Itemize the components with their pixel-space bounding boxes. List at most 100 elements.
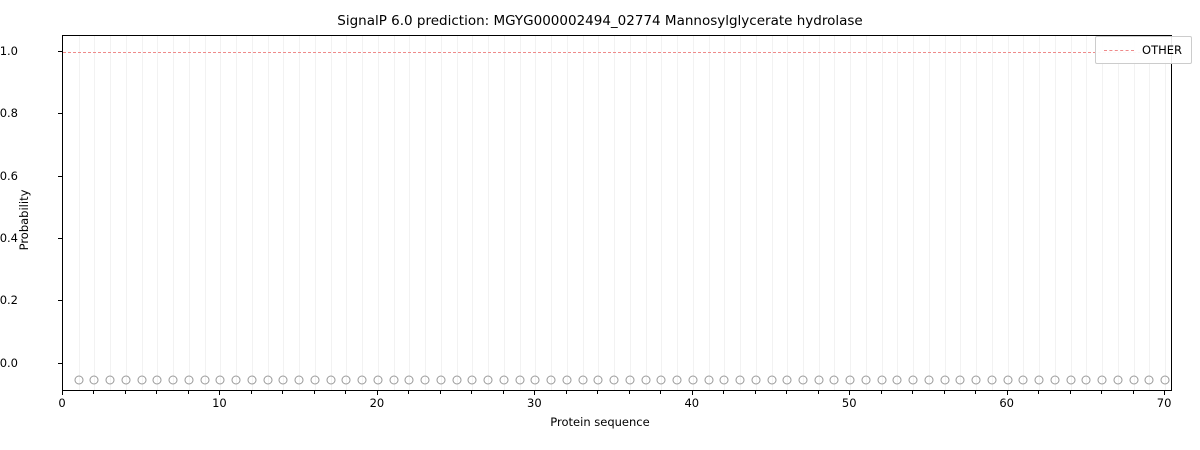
residue-marker bbox=[987, 375, 997, 384]
x-tick-minor bbox=[565, 391, 567, 394]
residue-marker bbox=[310, 375, 320, 384]
gridline bbox=[188, 36, 190, 390]
residue-marker bbox=[892, 375, 902, 384]
x-tick-minor bbox=[754, 391, 756, 394]
x-tick-minor bbox=[471, 391, 473, 394]
gridline bbox=[724, 36, 726, 390]
y-tick-mark bbox=[58, 50, 62, 52]
x-tick-minor bbox=[628, 391, 630, 394]
x-tick-mark bbox=[1164, 391, 1166, 395]
residue-marker bbox=[74, 375, 84, 384]
residue-marker bbox=[105, 375, 115, 384]
gridline bbox=[362, 36, 364, 390]
residue-marker bbox=[1018, 375, 1028, 384]
residue-marker bbox=[940, 375, 950, 384]
series-line-other bbox=[63, 51, 1171, 53]
gridline bbox=[787, 36, 789, 390]
gridline bbox=[173, 36, 175, 390]
y-tick-label: 0.4 bbox=[0, 230, 18, 245]
x-tick-label: 30 bbox=[527, 396, 542, 410]
x-tick-minor bbox=[975, 391, 977, 394]
gridline bbox=[834, 36, 836, 390]
x-tick-minor bbox=[1101, 391, 1103, 394]
y-tick-label: 0.0 bbox=[0, 355, 18, 370]
gridline bbox=[267, 36, 269, 390]
x-tick-minor bbox=[1038, 391, 1040, 394]
residue-marker bbox=[1034, 375, 1044, 384]
gridline bbox=[1086, 36, 1088, 390]
x-tick-minor bbox=[345, 391, 347, 394]
residue-marker bbox=[562, 375, 572, 384]
x-tick-label: 0 bbox=[58, 396, 66, 410]
x-tick-mark bbox=[1006, 391, 1008, 395]
y-tick-label: 0.2 bbox=[0, 293, 18, 308]
residue-marker bbox=[751, 375, 761, 384]
residue-marker bbox=[861, 375, 871, 384]
gridline bbox=[1133, 36, 1135, 390]
residue-marker bbox=[593, 375, 603, 384]
gridline bbox=[456, 36, 458, 390]
x-tick-minor bbox=[1132, 391, 1134, 394]
residue-marker bbox=[499, 375, 509, 384]
residue-marker bbox=[530, 375, 540, 384]
gridline bbox=[991, 36, 993, 390]
y-tick-label: 1.0 bbox=[0, 43, 18, 58]
residue-marker bbox=[735, 375, 745, 384]
gridline bbox=[629, 36, 631, 390]
residue-marker bbox=[357, 375, 367, 384]
gridline bbox=[204, 36, 206, 390]
x-tick-minor bbox=[282, 391, 284, 394]
residue-marker bbox=[137, 375, 147, 384]
gridline bbox=[598, 36, 600, 390]
gridline bbox=[1102, 36, 1104, 390]
gridline bbox=[803, 36, 804, 390]
residue-marker bbox=[1097, 375, 1107, 384]
x-tick-minor bbox=[439, 391, 441, 394]
x-tick-mark bbox=[376, 391, 378, 395]
gridline bbox=[865, 36, 867, 390]
gridline bbox=[897, 36, 899, 390]
x-tick-mark bbox=[62, 391, 63, 395]
gridline bbox=[1149, 36, 1151, 390]
x-tick-label: 10 bbox=[212, 396, 227, 410]
gridline bbox=[314, 36, 316, 390]
gridline bbox=[614, 36, 616, 390]
x-tick-minor bbox=[817, 391, 819, 394]
residue-marker bbox=[1050, 375, 1060, 384]
y-tick-mark bbox=[58, 113, 62, 115]
gridline bbox=[944, 36, 946, 390]
gridline bbox=[236, 36, 238, 390]
residue-marker bbox=[294, 375, 304, 384]
residue-marker bbox=[641, 375, 651, 384]
x-axis-label: Protein sequence bbox=[550, 415, 650, 429]
residue-marker bbox=[467, 375, 477, 384]
y-tick-mark bbox=[58, 362, 62, 364]
residue-marker bbox=[719, 375, 729, 384]
plot-area: MSNIHVIAHTHWDQEWYFTLQDSNILASWNFADVIRTLEQ… bbox=[62, 35, 1172, 391]
residue-marker bbox=[1003, 375, 1013, 384]
gridline bbox=[976, 36, 978, 390]
residue-marker bbox=[483, 375, 493, 384]
x-tick-minor bbox=[408, 391, 410, 394]
gridline bbox=[330, 36, 332, 390]
residue-marker bbox=[247, 375, 257, 384]
gridline bbox=[110, 36, 112, 390]
gridline bbox=[393, 36, 395, 390]
legend-swatch-other bbox=[1104, 49, 1135, 51]
x-tick-label: 70 bbox=[1156, 396, 1172, 410]
x-tick-minor bbox=[156, 391, 158, 394]
gridline bbox=[755, 36, 757, 390]
gridline bbox=[283, 36, 285, 390]
x-tick-label: 50 bbox=[841, 396, 857, 410]
residue-marker bbox=[215, 375, 225, 384]
residue-marker bbox=[200, 375, 210, 384]
x-tick-mark bbox=[534, 391, 536, 395]
x-tick-minor bbox=[124, 391, 126, 394]
gridline bbox=[488, 36, 490, 390]
legend[interactable]: OTHER bbox=[1095, 36, 1192, 64]
residue-marker bbox=[971, 375, 981, 384]
gridline bbox=[94, 36, 96, 390]
residue-marker bbox=[89, 375, 99, 384]
x-tick-minor bbox=[313, 391, 315, 394]
x-tick-label: 40 bbox=[684, 396, 700, 410]
